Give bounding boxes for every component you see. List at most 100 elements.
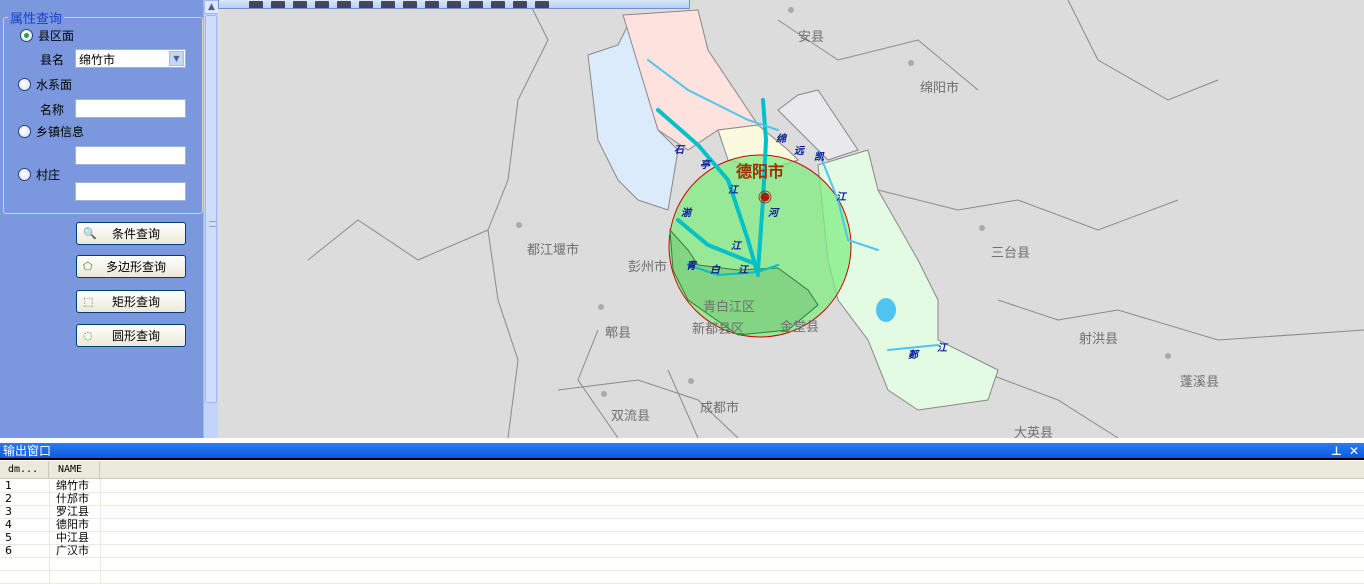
close-icon[interactable]: ✕	[1348, 444, 1359, 458]
river	[676, 218, 760, 267]
radio-county[interactable]: 县区面	[20, 27, 74, 44]
condition-query-button[interactable]: 🔍 条件查询	[76, 222, 186, 245]
cell-dm: 2	[5, 492, 12, 505]
radio-label: 乡镇信息	[36, 125, 85, 139]
map-label: 金堂县	[780, 320, 820, 335]
region-luojiang	[777, 89, 859, 161]
river-label: 石	[674, 145, 684, 156]
measure-icon[interactable]	[249, 1, 263, 8]
table-row[interactable]: 6 广汉市	[0, 545, 1364, 558]
radio-icon	[18, 78, 31, 91]
rectangle-select-icon: ⬚	[83, 294, 94, 308]
qingbaijiang-region	[669, 228, 819, 336]
river	[656, 108, 760, 277]
print-icon[interactable]	[513, 1, 527, 8]
county-name-label: 县名	[40, 53, 65, 67]
cell-dm: 1	[5, 479, 12, 492]
town-input[interactable]	[75, 146, 186, 165]
previous-extent-icon[interactable]	[425, 1, 439, 8]
river-label: 江	[728, 185, 738, 196]
cell-name: 绵竹市	[56, 479, 89, 492]
empty-row	[0, 558, 1364, 571]
map-label: 三台县	[991, 246, 1031, 261]
map-label: 双流县	[611, 409, 651, 424]
map-label: 蓬溪县	[1180, 375, 1220, 390]
circle-query-button[interactable]: ◌ 圆形查询	[76, 324, 186, 347]
table-row[interactable]: 2 什邡市	[0, 493, 1364, 506]
table-row[interactable]: 5 中江县	[0, 532, 1364, 545]
table-row[interactable]: 3 罗江县	[0, 506, 1364, 519]
county-select[interactable]: 绵竹市 ▼	[75, 49, 186, 68]
next-extent-icon[interactable]	[447, 1, 461, 8]
town-marker	[516, 222, 522, 228]
water-name-input[interactable]	[75, 99, 186, 118]
query-panel: 属性查询 县区面 县名 绵竹市 ▼ 水系面 名称 乡镇信息 村庄 🔍 条件查询 ⬠ 多…	[0, 0, 203, 438]
river-label: 江	[731, 241, 741, 252]
output-window-titlebar: 输出窗口 ⊥ ✕	[0, 443, 1364, 460]
identify-icon[interactable]	[403, 1, 417, 8]
map-label: 郫县	[605, 326, 632, 341]
cell-name: 中江县	[56, 531, 89, 544]
zoom-out-icon[interactable]	[337, 1, 351, 8]
table-row[interactable]: 1 绵竹市	[0, 480, 1364, 493]
river-label: 郪	[908, 350, 918, 361]
scroll-up-icon[interactable]: ▲	[204, 0, 219, 14]
village-input[interactable]	[75, 182, 186, 201]
map-label: 都江堰市	[527, 243, 580, 258]
town-marker	[598, 304, 604, 310]
measure-area-icon[interactable]	[271, 1, 285, 8]
town-marker	[908, 60, 914, 66]
map-label: 射洪县	[1079, 332, 1119, 347]
cell-dm: 4	[5, 518, 12, 531]
river-label: 江	[937, 343, 947, 354]
rectangle-query-button[interactable]: ⬚ 矩形查询	[76, 290, 186, 313]
layer-icon[interactable]	[491, 1, 505, 8]
lake	[876, 298, 896, 322]
county-boundary	[667, 369, 699, 438]
map-label: 绵阳市	[920, 81, 960, 96]
map-canvas[interactable]	[218, 0, 1364, 438]
radio-icon	[18, 125, 31, 138]
attribute-query-group: 属性查询	[3, 8, 203, 214]
polygon-query-button[interactable]: ⬠ 多边形查询	[76, 255, 186, 278]
table-header: dm... NAME	[0, 461, 1364, 479]
column-header-dm[interactable]: dm...	[0, 461, 49, 479]
map-label: 彭州市	[628, 260, 668, 275]
table-icon[interactable]	[293, 1, 307, 8]
radio-icon	[18, 168, 31, 181]
output-window-title: 输出窗口	[3, 444, 52, 458]
region-zhongjiang	[817, 149, 999, 411]
town-marker	[688, 378, 694, 384]
river-label: 远	[794, 146, 804, 157]
city-marker	[760, 192, 770, 202]
output-table: dm... NAME	[0, 461, 1364, 584]
river-label: 江	[836, 192, 846, 203]
name-label: 名称	[40, 103, 65, 117]
table-row[interactable]: 4 德阳市	[0, 519, 1364, 532]
pan-icon[interactable]	[359, 1, 373, 8]
scroll-thumb[interactable]	[205, 15, 217, 403]
river-label: 河	[768, 208, 778, 219]
radio-village[interactable]: 村庄	[18, 166, 60, 183]
select-icon[interactable]	[381, 1, 395, 8]
full-extent-icon[interactable]	[469, 1, 483, 8]
map-view[interactable]: 安县 绵阳市 都江堰市 彭州市 三台县 青白江区 郫县 新都县区 金堂县 射洪县…	[218, 0, 1364, 438]
county-boundary	[557, 379, 739, 438]
circle-select-icon: ◌	[83, 328, 93, 342]
button-label: 多边形查询	[105, 260, 166, 274]
chevron-down-icon[interactable]: ▼	[169, 51, 184, 66]
map-label: 青白江区	[703, 300, 756, 315]
zoom-in-icon[interactable]	[315, 1, 329, 8]
refresh-icon[interactable]	[535, 1, 549, 8]
pin-icon[interactable]: ⊥	[1331, 444, 1342, 458]
panel-scrollbar[interactable]: ▲	[203, 0, 219, 438]
column-header-name[interactable]: NAME	[49, 461, 100, 479]
radio-water[interactable]: 水系面	[18, 76, 72, 93]
polygon-select-icon: ⬠	[83, 259, 93, 273]
map-label: 新都县区	[692, 322, 745, 337]
river-label: 亭	[700, 160, 710, 171]
radio-town[interactable]: 乡镇信息	[18, 123, 84, 140]
river-label: 白	[710, 265, 720, 276]
river-label: 青	[686, 261, 696, 272]
map-toolbar	[218, 0, 690, 9]
